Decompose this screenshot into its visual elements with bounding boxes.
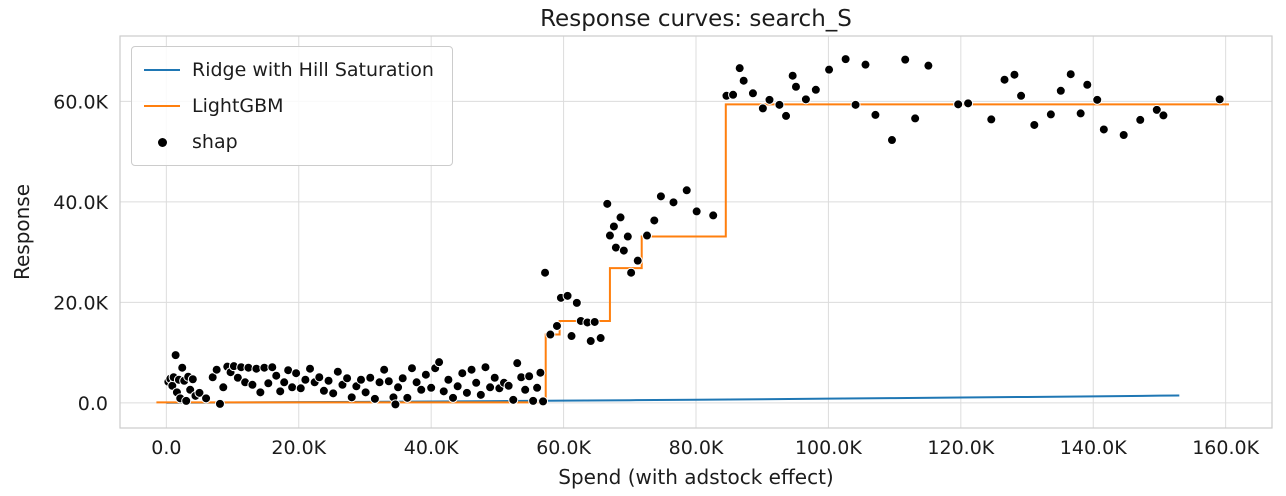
svg-text:20.0K: 20.0K	[53, 292, 108, 314]
legend-label-ridge: Ridge with Hill Saturation	[192, 59, 434, 81]
svg-text:160.0K: 160.0K	[1192, 437, 1259, 459]
svg-text:120.0K: 120.0K	[927, 437, 994, 459]
x-axis-label: Spend (with adstock effect)	[558, 465, 834, 489]
legend: Ridge with Hill Saturation LightGBM shap	[131, 46, 453, 166]
legend-label-shap: shap	[192, 131, 238, 153]
ridge-line-swatch	[144, 69, 180, 71]
legend-entry-ridge: Ridge with Hill Saturation	[144, 55, 434, 85]
legend-entry-shap: shap	[144, 127, 434, 157]
legend-label-lightgbm: LightGBM	[192, 95, 284, 117]
svg-text:60.0K: 60.0K	[53, 91, 108, 113]
svg-text:20.0K: 20.0K	[271, 437, 326, 459]
shap-dot-swatch	[144, 137, 180, 147]
svg-text:80.0K: 80.0K	[669, 437, 724, 459]
svg-text:140.0K: 140.0K	[1060, 437, 1127, 459]
svg-text:60.0K: 60.0K	[536, 437, 591, 459]
svg-text:40.0K: 40.0K	[53, 192, 108, 214]
legend-entry-lightgbm: LightGBM	[144, 91, 434, 121]
svg-text:0.0: 0.0	[151, 437, 181, 459]
lightgbm-line-swatch	[144, 105, 180, 107]
svg-text:40.0K: 40.0K	[404, 437, 459, 459]
chart-title: Response curves: search_S	[540, 6, 852, 32]
svg-text:100.0K: 100.0K	[795, 437, 862, 459]
svg-text:0.0: 0.0	[78, 393, 108, 415]
